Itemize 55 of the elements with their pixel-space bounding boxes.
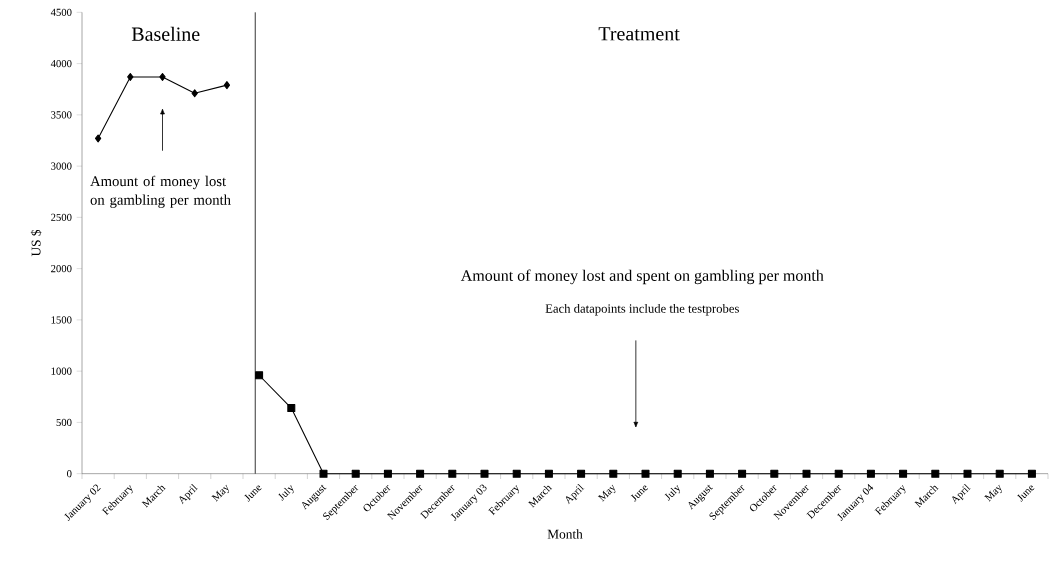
x-axis-title: Month bbox=[547, 529, 583, 539]
point bbox=[383, 469, 392, 478]
annotation: Baseline bbox=[131, 26, 200, 41]
x-tick-label: June bbox=[1017, 485, 1035, 502]
point bbox=[127, 72, 134, 81]
point bbox=[287, 404, 296, 413]
point bbox=[191, 89, 198, 98]
point bbox=[319, 469, 328, 478]
x-tick-label: May bbox=[211, 484, 229, 502]
point bbox=[512, 469, 521, 478]
point bbox=[544, 469, 553, 478]
y-tick-label: 500 bbox=[56, 418, 72, 427]
point bbox=[641, 469, 650, 478]
point bbox=[609, 469, 618, 478]
point bbox=[738, 469, 747, 478]
annotation: Each datapoints include the testprobes bbox=[545, 303, 739, 316]
y-tick-label: 0 bbox=[67, 470, 72, 478]
point bbox=[802, 469, 811, 478]
x-tick-label: May bbox=[984, 484, 1002, 502]
point bbox=[963, 469, 972, 478]
annotation: Treatment bbox=[598, 27, 680, 41]
y-tick-label: 2000 bbox=[51, 265, 72, 273]
point bbox=[480, 469, 489, 478]
y-tick-label: 3000 bbox=[51, 162, 72, 170]
point bbox=[705, 469, 714, 478]
y-tick-label: 2500 bbox=[51, 213, 72, 221]
point bbox=[351, 469, 360, 478]
annotation: Amount of money lost and spent on gambling per month bbox=[460, 269, 824, 285]
y-tick-label: 1000 bbox=[51, 367, 72, 375]
annotation: Amount of money lost on gambling per month bbox=[90, 175, 231, 208]
point bbox=[159, 72, 166, 81]
point bbox=[94, 134, 102, 143]
y-tick-label: 4000 bbox=[50, 60, 72, 68]
point bbox=[223, 81, 231, 90]
point bbox=[995, 469, 1004, 478]
point bbox=[866, 469, 875, 478]
x-tick-label: July bbox=[664, 484, 681, 501]
point bbox=[577, 469, 586, 478]
point bbox=[899, 469, 908, 478]
point bbox=[448, 469, 457, 478]
x-tick-label: June bbox=[244, 485, 262, 502]
y-tick-label: 3500 bbox=[51, 111, 72, 119]
y-axis-title: US $ bbox=[30, 229, 42, 257]
point bbox=[834, 469, 843, 478]
point bbox=[770, 469, 779, 478]
y-tick-label: 1500 bbox=[51, 316, 72, 324]
point bbox=[416, 469, 425, 478]
x-tick-label: July bbox=[278, 484, 294, 501]
point bbox=[1027, 469, 1036, 478]
point bbox=[931, 469, 940, 478]
point bbox=[255, 371, 264, 380]
y-tick-label: 4500 bbox=[50, 8, 72, 16]
x-tick-label: June bbox=[630, 485, 648, 502]
x-tick-label: May bbox=[597, 484, 616, 502]
point bbox=[673, 469, 682, 478]
